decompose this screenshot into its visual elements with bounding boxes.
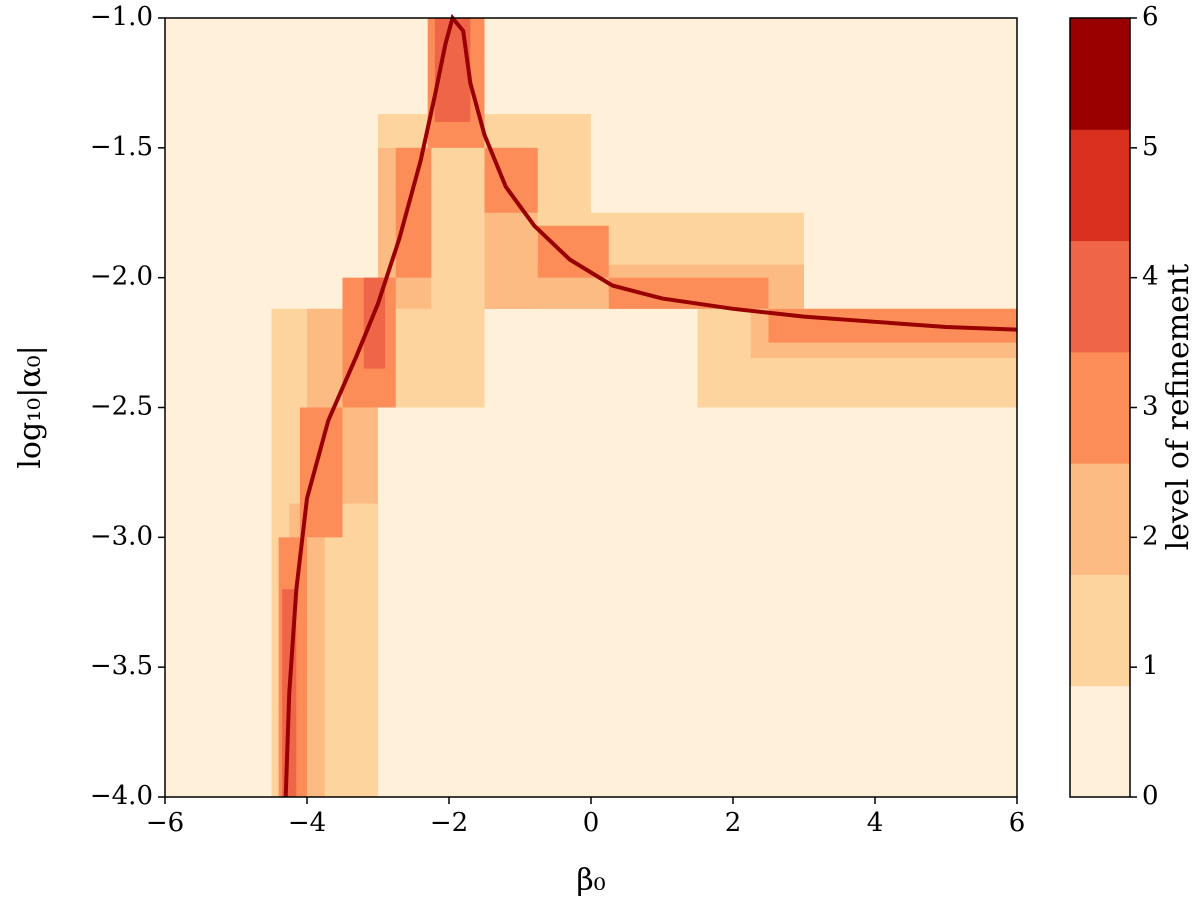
x-tick-label: −2 <box>430 808 468 838</box>
colorbar-band <box>1070 18 1130 130</box>
y-tick-label: −3.0 <box>90 521 153 551</box>
y-tick-label: −1.0 <box>90 2 153 32</box>
x-tick-label: 2 <box>725 808 742 838</box>
colorbar-band <box>1070 463 1130 575</box>
heatmap-cell <box>537 225 609 278</box>
heatmap-cell <box>299 407 343 538</box>
y-tick-label: −2.0 <box>90 262 153 292</box>
colorbar-tick-label: 2 <box>1142 521 1159 551</box>
refinement-curve <box>283 13 1018 798</box>
y-tick-label: −3.5 <box>90 651 153 681</box>
y-axis-title: log₁₀|α₀| <box>13 345 48 468</box>
heatmap-cell <box>768 308 1017 343</box>
colorbar-title: level of refinement <box>1161 264 1196 551</box>
colorbar-tick-label: 0 <box>1142 781 1159 811</box>
x-tick-label: 6 <box>1009 808 1026 838</box>
y-tick-label: −2.5 <box>90 392 153 422</box>
x-tick-label: −4 <box>288 808 326 838</box>
colorbar-tick-label: 6 <box>1142 2 1159 32</box>
heatmap-cell <box>395 147 432 278</box>
colorbar-band <box>1070 240 1130 353</box>
y-tick-label: −4.0 <box>90 781 153 811</box>
x-tick-label: 0 <box>583 808 600 838</box>
x-tick-label: −6 <box>146 808 184 838</box>
colorbar-band <box>1070 685 1130 798</box>
x-axis-title: β₀ <box>576 863 605 898</box>
colorbar-tick-label: 4 <box>1142 262 1159 292</box>
colorbar-tick-label: 3 <box>1142 392 1159 422</box>
colorbar-tick-label: 1 <box>1142 651 1159 681</box>
colorbar-band <box>1070 129 1130 242</box>
y-tick-label: −1.5 <box>90 132 153 162</box>
x-tick-label: 4 <box>867 808 884 838</box>
colorbar-band <box>1070 351 1130 464</box>
colorbar-tick-label: 5 <box>1142 132 1159 162</box>
colorbar-band <box>1070 574 1130 687</box>
